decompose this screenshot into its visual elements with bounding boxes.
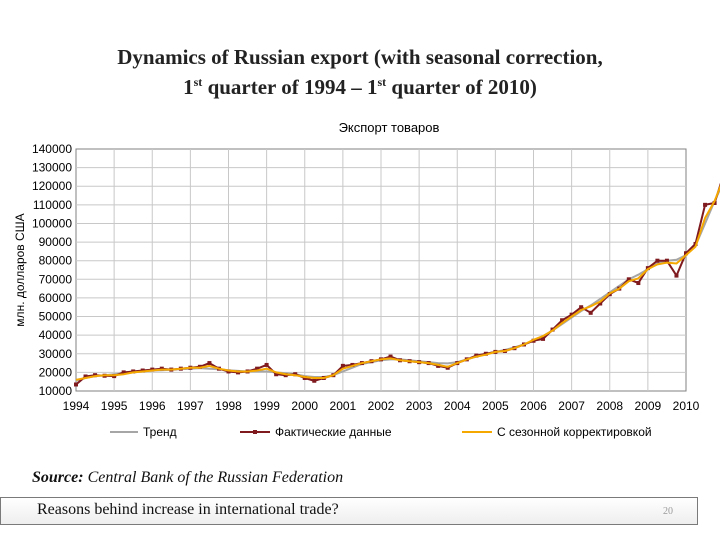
x-tick-label: 1997 bbox=[177, 399, 204, 413]
legend-label-seasonal: С сезонной корректировкой bbox=[497, 425, 652, 439]
source-label: Source: bbox=[32, 469, 84, 486]
legend-label-trend: Тренд bbox=[143, 425, 177, 439]
title-line-2: 1st quarter of 1994 – 1st quarter of 201… bbox=[183, 75, 537, 99]
data-point-actual bbox=[255, 366, 260, 371]
data-point-actual bbox=[579, 305, 584, 310]
x-tick-label: 1996 bbox=[139, 399, 166, 413]
data-point-actual bbox=[569, 312, 574, 317]
y-tick-label: 40000 bbox=[39, 328, 73, 342]
data-point-actual bbox=[274, 372, 279, 377]
data-point-actual bbox=[588, 310, 593, 315]
y-tick-label: 30000 bbox=[39, 347, 73, 361]
footer-bar: Reasons behind increase in international… bbox=[0, 497, 698, 525]
x-tick-label: 2007 bbox=[558, 399, 585, 413]
y-tick-label: 90000 bbox=[39, 235, 73, 249]
page-number: 20 bbox=[663, 506, 673, 517]
x-tick-label: 2004 bbox=[444, 399, 471, 413]
x-tick-label: 2010 bbox=[673, 399, 700, 413]
data-point-actual bbox=[598, 301, 603, 306]
y-tick-label: 110000 bbox=[33, 198, 72, 212]
x-tick-label: 2006 bbox=[520, 399, 547, 413]
x-tick-label: 2008 bbox=[596, 399, 623, 413]
x-tick-label: 2000 bbox=[291, 399, 318, 413]
data-point-actual bbox=[626, 277, 631, 282]
x-tick-label: 2003 bbox=[406, 399, 433, 413]
x-tick-label: 2002 bbox=[368, 399, 395, 413]
y-tick-label: 140000 bbox=[32, 142, 72, 156]
data-point-actual bbox=[264, 362, 269, 367]
data-point-actual bbox=[340, 363, 345, 368]
export-chart: Экспорт товаров 10000 20000 30000 40000 50000… bbox=[13, 120, 720, 439]
data-point-actual bbox=[684, 251, 688, 256]
y-tick-label: 70000 bbox=[39, 272, 73, 286]
chart-title: Экспорт товаров bbox=[339, 120, 440, 135]
x-tick-label: 1994 bbox=[63, 399, 90, 413]
y-tick-label: 80000 bbox=[39, 254, 73, 268]
title-line-1: Dynamics of Russian export (with seasona… bbox=[117, 45, 603, 69]
slide-title: Dynamics of Russian export (with seasona… bbox=[40, 42, 680, 102]
data-point-actual bbox=[83, 374, 88, 379]
y-tick-label: 100000 bbox=[32, 216, 72, 230]
data-point-actual bbox=[207, 361, 212, 366]
data-point-actual bbox=[636, 281, 641, 286]
y-tick-label: 10000 bbox=[39, 384, 73, 398]
x-tick-label: 1998 bbox=[215, 399, 242, 413]
data-point-actual bbox=[74, 382, 78, 387]
legend-label-actual: Фактические данные bbox=[275, 425, 392, 439]
y-tick-label: 120000 bbox=[32, 179, 72, 193]
y-tick-label: 20000 bbox=[39, 365, 73, 379]
source-text: Central Bank of the Russian Federation bbox=[83, 469, 344, 486]
y-tick-label: 60000 bbox=[39, 291, 73, 305]
footer-question: Reasons behind increase in international… bbox=[37, 501, 339, 518]
data-point-actual bbox=[541, 336, 546, 341]
data-point-actual bbox=[664, 258, 669, 263]
data-point-actual bbox=[703, 202, 708, 207]
x-tick-label: 2009 bbox=[635, 399, 662, 413]
x-tick-label: 2005 bbox=[482, 399, 509, 413]
legend-marker-actual bbox=[253, 430, 257, 434]
data-point-actual bbox=[655, 258, 660, 263]
series-line-seasonal bbox=[75, 184, 720, 381]
y-axis-label: млн. долларов США bbox=[13, 213, 27, 326]
data-point-actual bbox=[121, 370, 126, 375]
source-note: Source: Central Bank of the Russian Fede… bbox=[32, 469, 343, 487]
y-tick-label: 50000 bbox=[39, 310, 73, 324]
data-point-actual bbox=[674, 273, 679, 278]
x-tick-label: 1995 bbox=[101, 399, 128, 413]
data-point-actual bbox=[560, 318, 565, 323]
x-tick-label: 2001 bbox=[330, 399, 357, 413]
data-point-actual bbox=[388, 354, 393, 359]
x-tick-label: 1999 bbox=[253, 399, 280, 413]
data-point-actual bbox=[312, 378, 317, 383]
y-tick-label: 130000 bbox=[32, 161, 72, 175]
